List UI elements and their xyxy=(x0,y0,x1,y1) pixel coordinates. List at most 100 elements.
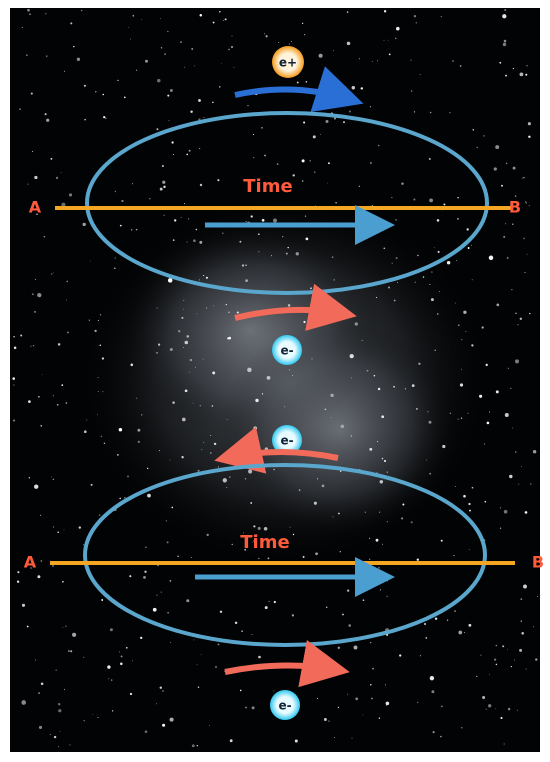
star xyxy=(98,377,99,378)
label-b: B xyxy=(509,198,521,217)
star xyxy=(62,581,64,583)
star xyxy=(182,418,186,422)
star xyxy=(418,363,420,365)
star xyxy=(289,43,290,44)
star xyxy=(394,300,396,302)
star xyxy=(369,538,370,539)
star xyxy=(200,405,201,406)
star xyxy=(463,495,466,498)
star xyxy=(232,35,233,36)
star xyxy=(296,252,299,255)
star xyxy=(500,717,502,719)
star xyxy=(430,676,434,680)
star xyxy=(177,556,178,557)
star xyxy=(440,736,442,738)
star xyxy=(485,501,487,503)
star xyxy=(100,314,101,315)
star xyxy=(221,63,222,64)
star xyxy=(191,48,193,50)
star xyxy=(304,34,305,35)
star xyxy=(53,479,55,481)
star xyxy=(90,261,91,262)
star xyxy=(41,560,42,561)
star xyxy=(228,337,231,340)
star xyxy=(132,183,133,184)
star xyxy=(84,85,86,87)
star xyxy=(330,394,333,397)
star xyxy=(201,449,202,450)
star xyxy=(441,16,442,17)
star xyxy=(378,145,380,147)
star xyxy=(258,233,260,235)
star xyxy=(289,369,290,370)
star xyxy=(84,119,85,120)
star xyxy=(392,263,393,264)
star xyxy=(173,154,174,155)
star xyxy=(101,599,103,601)
diagram: e+ A B Time e- e- A B Time e- xyxy=(0,0,550,762)
star xyxy=(488,704,491,707)
star xyxy=(156,128,158,130)
star xyxy=(273,219,277,223)
star xyxy=(295,740,298,743)
star xyxy=(268,601,269,602)
star xyxy=(13,419,15,421)
star xyxy=(20,335,22,337)
star xyxy=(362,340,363,341)
star xyxy=(435,617,437,619)
time-label: Time xyxy=(240,532,289,553)
star xyxy=(229,477,230,478)
star xyxy=(180,41,182,43)
star xyxy=(89,320,90,321)
star xyxy=(28,184,29,185)
star xyxy=(452,60,454,62)
star xyxy=(310,287,312,289)
particle-label: e- xyxy=(278,699,291,713)
star xyxy=(429,421,432,424)
star xyxy=(107,665,110,668)
star xyxy=(217,179,219,181)
star xyxy=(185,389,188,392)
star xyxy=(186,154,188,156)
star xyxy=(193,639,194,640)
star xyxy=(264,155,266,157)
star xyxy=(326,606,328,608)
star xyxy=(325,120,328,123)
star xyxy=(417,255,418,256)
star xyxy=(509,475,512,478)
star xyxy=(265,606,268,609)
star xyxy=(145,730,148,733)
star xyxy=(458,631,462,635)
star xyxy=(40,425,41,426)
star xyxy=(37,293,41,297)
star xyxy=(66,281,68,283)
star xyxy=(128,27,129,28)
star xyxy=(158,344,160,346)
star xyxy=(471,245,472,246)
star xyxy=(102,391,103,392)
star xyxy=(376,297,377,298)
star xyxy=(438,251,440,253)
star xyxy=(365,512,366,513)
star xyxy=(83,544,84,545)
star xyxy=(318,303,320,305)
star xyxy=(482,696,485,699)
star xyxy=(513,68,514,69)
star xyxy=(186,599,189,602)
star xyxy=(160,687,162,689)
star xyxy=(187,242,188,243)
star xyxy=(423,276,424,277)
star xyxy=(414,111,415,112)
star xyxy=(383,247,385,249)
star xyxy=(347,42,351,46)
star xyxy=(367,370,369,372)
star xyxy=(359,186,360,187)
star xyxy=(253,134,254,135)
star xyxy=(334,118,336,120)
star xyxy=(57,404,59,406)
star xyxy=(231,46,233,48)
star xyxy=(405,388,406,389)
star xyxy=(416,22,417,23)
star xyxy=(370,684,371,685)
star xyxy=(483,135,484,136)
